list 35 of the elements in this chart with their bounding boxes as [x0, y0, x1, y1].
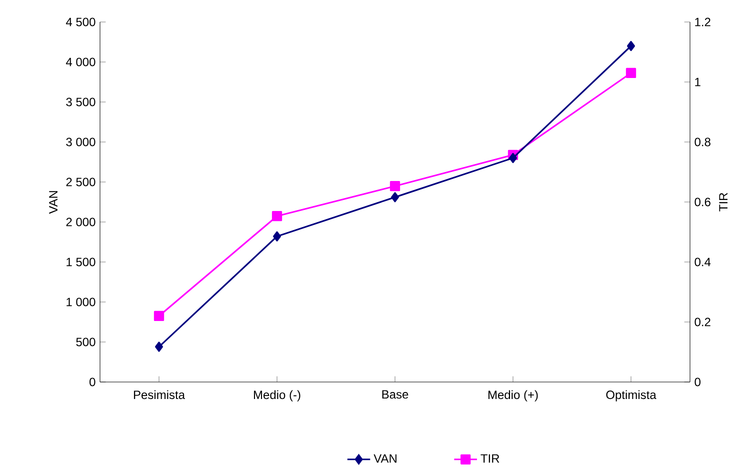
y-tick-label: 4 000 — [66, 58, 96, 66]
x-tick-label: Optimista — [606, 390, 656, 402]
y-tick-label: 3 500 — [66, 98, 96, 106]
point — [509, 152, 518, 164]
y2-tick-label: 0 — [694, 378, 700, 386]
y-tick-label: 500 — [76, 338, 96, 346]
point — [272, 211, 282, 222]
y2-tick-label: 1.2 — [695, 18, 710, 26]
point — [390, 181, 400, 192]
point — [273, 231, 282, 242]
x-tick-label: Base — [382, 390, 408, 399]
y-tick-label: 0 — [90, 378, 96, 386]
point — [391, 192, 400, 202]
y-axis-title: VAN — [49, 191, 58, 214]
y2-tick-label: 0.4 — [694, 258, 711, 266]
x-tick-label: Medio (+) — [488, 390, 538, 402]
point — [155, 342, 164, 352]
point — [627, 40, 635, 52]
y-tick-label: 1 500 — [66, 258, 96, 266]
y-tick-label: 1 000 — [66, 298, 96, 306]
x-tick-label: Pesimista — [134, 390, 186, 400]
point — [626, 68, 636, 78]
legend-label: TIR — [480, 454, 500, 463]
legend-label: VAN — [374, 454, 396, 463]
y2-tick-label: 1 — [695, 78, 700, 86]
y2-tick-label: 0.8 — [694, 138, 710, 146]
y2-tick-label: 0.2 — [694, 318, 710, 326]
y2-tick-label: 0.6 — [694, 198, 710, 206]
y-tick-label: 2 000 — [66, 218, 96, 226]
x-tick-label: Medio (-) — [254, 390, 300, 402]
y-tick-label: 4 500 — [66, 18, 96, 26]
y-tick-label: 2 500 — [66, 178, 96, 186]
y2-axis-title: TIR — [719, 192, 728, 212]
y-tick-label: 3 000 — [66, 138, 96, 146]
point — [154, 310, 164, 322]
